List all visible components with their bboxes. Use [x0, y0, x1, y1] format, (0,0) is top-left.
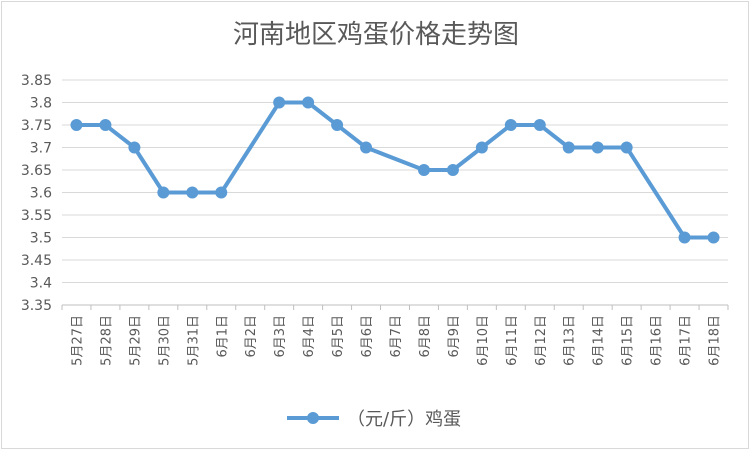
y-tick-label: 3.7: [30, 141, 52, 157]
data-point: [707, 231, 720, 244]
x-tick-label: 6月6日: [360, 315, 375, 358]
data-point: [591, 141, 604, 154]
data-point: [273, 96, 286, 109]
x-axis-ticks: 5月27日 5月28日 5月29日 5月30日 5月31日 6月1日 6月2日 6月3日 6月4…: [61, 305, 729, 366]
data-point: [533, 119, 546, 131]
x-tick-label: 6月18日: [708, 315, 723, 366]
data-point: [475, 141, 488, 154]
x-tick-label: 6月5日: [331, 315, 346, 358]
data-point: [562, 141, 575, 154]
x-tick-label: 6月13日: [563, 315, 578, 366]
x-tick-label: 5月30日: [157, 315, 172, 366]
series-layer: [70, 96, 720, 244]
x-tick-label: 6月3日: [273, 315, 288, 358]
data-point: [417, 164, 430, 176]
x-tick-label: 6月15日: [621, 315, 636, 366]
x-tick-label: 6月11日: [505, 315, 520, 366]
x-tick-label: 5月27日: [70, 315, 85, 366]
y-tick-label: 3.45: [21, 253, 52, 269]
y-tick-label: 3.75: [21, 118, 52, 134]
data-point: [331, 119, 344, 131]
legend: （元/斤）鸡蛋: [287, 409, 461, 430]
y-tick-label: 3.4: [30, 276, 52, 292]
data-point: [128, 141, 141, 154]
legend-marker-swatch: [307, 412, 319, 424]
data-point: [446, 164, 459, 176]
x-tick-label: 6月1日: [215, 315, 230, 358]
x-tick-label: 6月4日: [302, 315, 317, 358]
data-point: [302, 96, 315, 109]
x-tick-label: 6月9日: [447, 315, 462, 358]
legend-label: （元/斤）鸡蛋: [347, 409, 461, 430]
x-tick-label: 5月29日: [128, 315, 143, 366]
chart-title: 河南地区鸡蛋价格走势图: [232, 20, 519, 50]
x-tick-label: 5月31日: [186, 315, 201, 366]
data-point: [215, 186, 228, 199]
x-tick-label: 6月10日: [476, 315, 491, 366]
data-point: [360, 141, 373, 154]
data-point: [99, 119, 112, 131]
data-point: [620, 141, 633, 154]
x-tick-label: 6月12日: [534, 315, 549, 366]
x-tick-label: 6月17日: [679, 315, 694, 366]
data-point: [157, 186, 170, 199]
y-tick-label: 3.65: [21, 163, 52, 179]
y-tick-label: 3.85: [21, 73, 52, 89]
y-axis-ticks: 3.35 3.4 3.45 3.5 3.55 3.6 3.65 3.7 3.75 3.8 3.85: [21, 73, 52, 314]
x-tick-label: 6月7日: [389, 315, 404, 358]
x-tick-label: 6月14日: [592, 315, 607, 366]
data-point: [70, 119, 83, 131]
data-point: [504, 119, 517, 131]
data-point: [186, 186, 199, 199]
data-point: [678, 231, 691, 244]
x-tick-label: 6月16日: [650, 315, 665, 366]
y-tick-label: 3.6: [30, 186, 52, 202]
x-tick-label: 5月28日: [99, 315, 114, 366]
x-tick-label: 6月8日: [418, 315, 433, 358]
x-tick-label: 6月2日: [244, 315, 259, 358]
y-tick-label: 3.5: [30, 231, 52, 247]
y-tick-label: 3.55: [21, 208, 52, 224]
y-tick-label: 3.8: [30, 96, 52, 112]
y-tick-label: 3.35: [21, 298, 52, 314]
